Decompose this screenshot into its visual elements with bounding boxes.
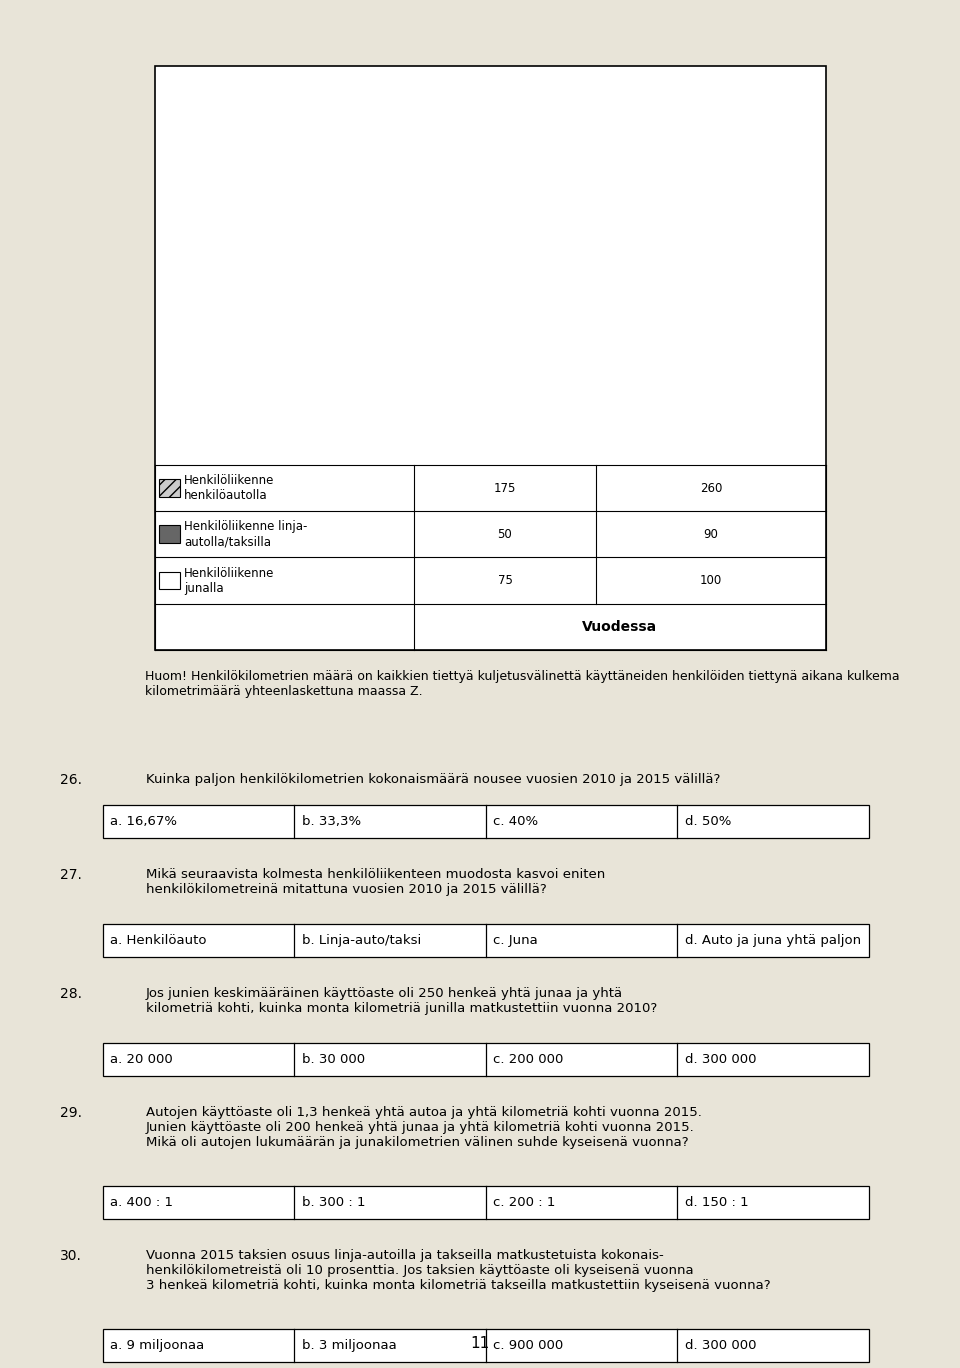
Bar [700, 346, 758, 458]
Text: 26.: 26. [60, 773, 82, 787]
Bar [642, 357, 700, 458]
Text: 75: 75 [497, 575, 513, 587]
Text: a. 9 miljoonaa: a. 9 miljoonaa [110, 1339, 204, 1352]
Text: d. 50%: d. 50% [684, 815, 732, 828]
Text: Vuodessa: Vuodessa [582, 620, 658, 633]
Y-axis label: x miljoonaa henkilökilometriä: x miljoonaa henkilökilometriä [181, 197, 195, 382]
Text: Jos junien keskimääräinen käyttöaste oli 250 henkeä yhtä junaa ja yhtä
kilometri: Jos junien keskimääräinen käyttöaste oli… [146, 988, 658, 1015]
Text: c. 200 000: c. 200 000 [493, 1053, 564, 1066]
Text: d. 300 000: d. 300 000 [684, 1053, 756, 1066]
Text: 28.: 28. [60, 988, 82, 1001]
Text: c. 200 : 1: c. 200 : 1 [493, 1196, 556, 1209]
Bar [410, 373, 468, 458]
Title: Henkilöliikenne maassa Z: Henkilöliikenne maassa Z [397, 93, 655, 111]
Text: c. 900 000: c. 900 000 [493, 1339, 564, 1352]
Text: Henkilöliikenne
junalla: Henkilöliikenne junalla [184, 566, 275, 595]
Text: 50: 50 [497, 528, 513, 540]
Text: Huom! Henkilökilometrien määrä on kaikkien tiettyä kuljetusvälinettä käyttäneide: Huom! Henkilökilometrien määrä on kaikki… [145, 670, 900, 698]
Text: d. 300 000: d. 300 000 [684, 1339, 756, 1352]
Text: Mikä seuraavista kolmesta henkilöliikenteen muodosta kasvoi eniten
henkilökilome: Mikä seuraavista kolmesta henkilöliikent… [146, 869, 605, 896]
Text: a. Henkilöauto: a. Henkilöauto [110, 934, 207, 947]
Text: 260: 260 [700, 482, 722, 495]
Text: a. 400 : 1: a. 400 : 1 [110, 1196, 174, 1209]
Text: d. Auto ja juna yhtä paljon: d. Auto ja juna yhtä paljon [684, 934, 861, 947]
Text: Henkilöliikenne linja-
autolla/taksilla: Henkilöliikenne linja- autolla/taksilla [184, 520, 308, 549]
Text: a. 16,67%: a. 16,67% [110, 815, 178, 828]
Text: Autojen käyttöaste oli 1,3 henkeä yhtä autoa ja yhtä kilometriä kohti vuonna 201: Autojen käyttöaste oli 1,3 henkeä yhtä a… [146, 1105, 702, 1149]
Text: 30.: 30. [60, 1249, 82, 1263]
Text: 11: 11 [470, 1337, 490, 1350]
Bar [584, 166, 642, 458]
Text: b. Linja-auto/taksi: b. Linja-auto/taksi [301, 934, 421, 947]
Text: b. 30 000: b. 30 000 [301, 1053, 365, 1066]
Bar [294, 261, 352, 458]
Text: 29.: 29. [60, 1105, 82, 1120]
Text: b. 3 miljoonaa: b. 3 miljoonaa [301, 1339, 396, 1352]
Text: 100: 100 [700, 575, 722, 587]
Text: c. 40%: c. 40% [493, 815, 539, 828]
Text: d. 150 : 1: d. 150 : 1 [684, 1196, 749, 1209]
Bar [352, 402, 410, 458]
Text: Vuonna 2015 taksien osuus linja-autoilla ja takseilla matkustetuista kokonais-
h: Vuonna 2015 taksien osuus linja-autoilla… [146, 1249, 771, 1291]
Text: 90: 90 [704, 528, 718, 540]
Text: 175: 175 [493, 482, 516, 495]
Text: a. 20 000: a. 20 000 [110, 1053, 173, 1066]
Text: Kuinka paljon henkilökilometrien kokonaismäärä nousee vuosien 2010 ja 2015 välil: Kuinka paljon henkilökilometrien kokonai… [146, 773, 720, 787]
Text: b. 33,3%: b. 33,3% [301, 815, 361, 828]
Text: 27.: 27. [60, 869, 82, 882]
Text: b. 300 : 1: b. 300 : 1 [301, 1196, 366, 1209]
Text: Henkilöliikenne
henkilöautolla: Henkilöliikenne henkilöautolla [184, 475, 275, 502]
Text: c. Juna: c. Juna [493, 934, 539, 947]
